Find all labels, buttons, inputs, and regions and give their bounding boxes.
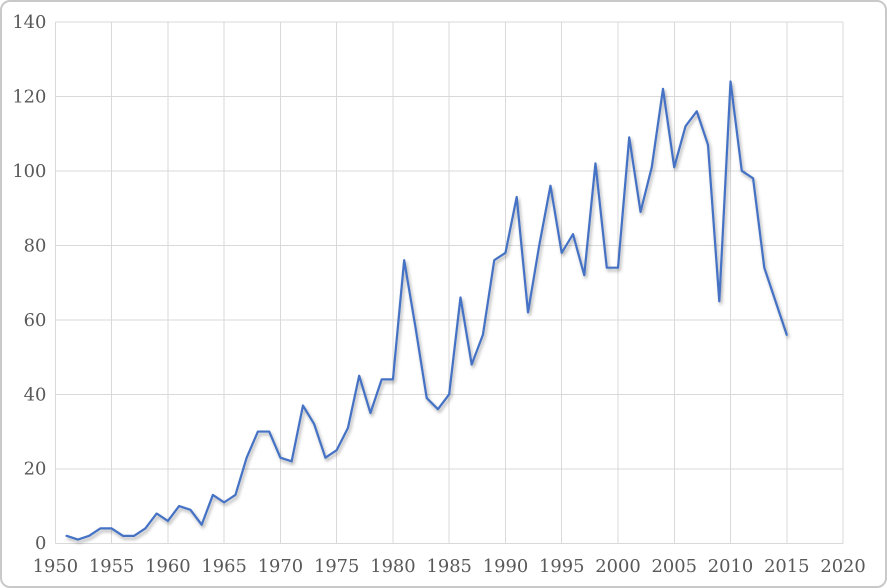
y-axis-tick-label: 140 (12, 12, 46, 33)
series-group (65, 80, 788, 541)
series-line (65, 80, 788, 541)
axis-labels: 1950 1955 1960 1965 1970 1975 1980 1985 1990 1995… (12, 12, 865, 577)
x-axis-tick-label: 1955 (89, 556, 134, 577)
gridlines (54, 21, 844, 544)
x-axis-tick-label: 1970 (258, 556, 303, 577)
x-axis-tick-label: 2000 (595, 556, 640, 577)
y-axis-tick-label: 60 (24, 310, 47, 331)
y-axis-tick-label: 120 (12, 86, 46, 107)
x-axis-tick-label: 1960 (145, 556, 190, 577)
x-axis-tick-label: 1965 (201, 556, 246, 577)
x-axis-tick-label: 1980 (370, 556, 415, 577)
y-axis-tick-label: 0 (35, 533, 46, 554)
x-axis-tick-label: 2005 (652, 556, 697, 577)
y-axis-tick-label: 40 (24, 384, 47, 405)
y-axis-tick-label: 80 (24, 235, 47, 256)
x-axis-tick-label: 1995 (539, 556, 584, 577)
x-axis-tick-label: 1990 (483, 556, 528, 577)
y-axis-tick-label: 100 (12, 161, 46, 182)
x-axis-tick-label: 2020 (820, 556, 865, 577)
x-axis-tick-label: 2015 (764, 556, 809, 577)
y-axis-tick-label: 20 (24, 459, 47, 480)
x-axis-tick-label: 1950 (33, 556, 78, 577)
x-axis-tick-label: 1975 (314, 556, 359, 577)
x-axis-tick-label: 1985 (426, 556, 471, 577)
x-axis-tick-label: 2010 (708, 556, 753, 577)
